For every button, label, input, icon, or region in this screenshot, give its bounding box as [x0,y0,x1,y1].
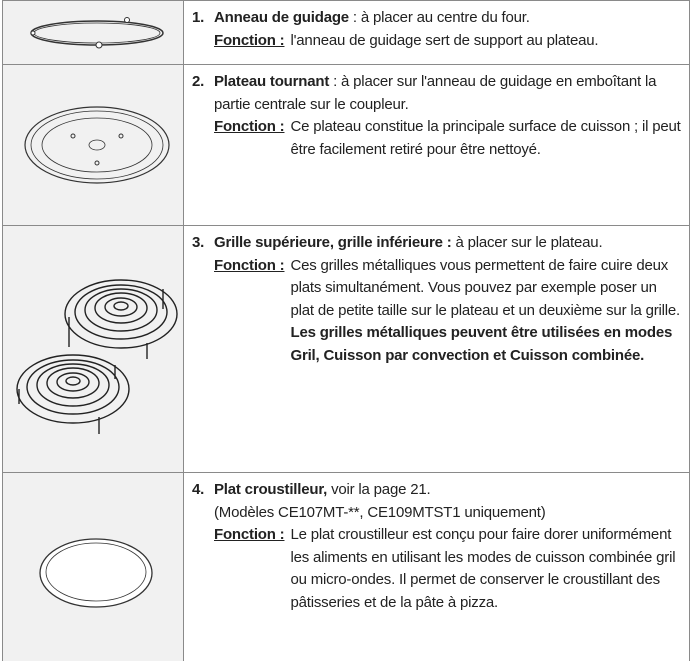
item-title: Plat croustilleur, [214,481,328,498]
guide-ring-drawing [30,16,164,48]
row: 1. Anneau de guidage : à placer au centr… [2,0,690,64]
text-cell: 2. Plateau tournant : à placer sur l'ann… [184,65,690,225]
turntable-drawing [24,106,170,184]
image-cell [2,226,184,472]
function-label: Fonction : [214,118,285,135]
item-intro: à placer sur le plateau. [455,234,603,251]
image-cell [2,65,184,225]
function-label: Fonction : [214,256,285,274]
item-intro: : à placer sur l'anneau de guidage en em… [214,73,657,113]
function-label: Fonction : [214,31,285,49]
function-text: Ce plateau constitue la principale surfa… [290,118,681,158]
image-cell [2,473,184,661]
item-note: (Modèles CE107MT-**, CE109MTST1 uniqueme… [214,503,546,521]
racks-drawing [16,279,178,434]
text-cell: 3. Grille supérieure, grille inférieure … [184,226,690,472]
item-title: Anneau de guidage [214,9,349,26]
function-text: Ces grilles métalliques vous permettent … [290,256,681,319]
image-cell [2,1,184,64]
function-text: l'anneau de guidage sert de support au p… [290,31,599,49]
item-number: 2. [192,73,205,90]
item-number: 1. [192,9,205,26]
item-title: Plateau tournant [214,73,330,90]
crusty-plate-drawing [39,537,153,608]
function-label: Fonction : [214,526,285,543]
row: 3. Grille supérieure, grille inférieure … [2,225,690,472]
item-intro: voir la page 21. [331,481,431,498]
function-text: Le plat croustilleur est conçu pour fair… [290,526,676,611]
text-cell: 1. Anneau de guidage : à placer au centr… [184,1,690,64]
item-number: 4. [192,481,205,498]
item-intro: : à placer au centre du four. [352,9,530,26]
row: 2. Plateau tournant : à placer sur l'ann… [2,64,690,225]
item-number: 3. [192,234,205,251]
function-warning: Les grilles métalliques peuvent être uti… [290,324,673,364]
row: 4. Plat croustilleur, voir la page 21. (… [2,472,690,661]
item-title: Grille supérieure, grille inférieure : [214,234,452,251]
text-cell: 4. Plat croustilleur, voir la page 21. (… [184,473,690,661]
